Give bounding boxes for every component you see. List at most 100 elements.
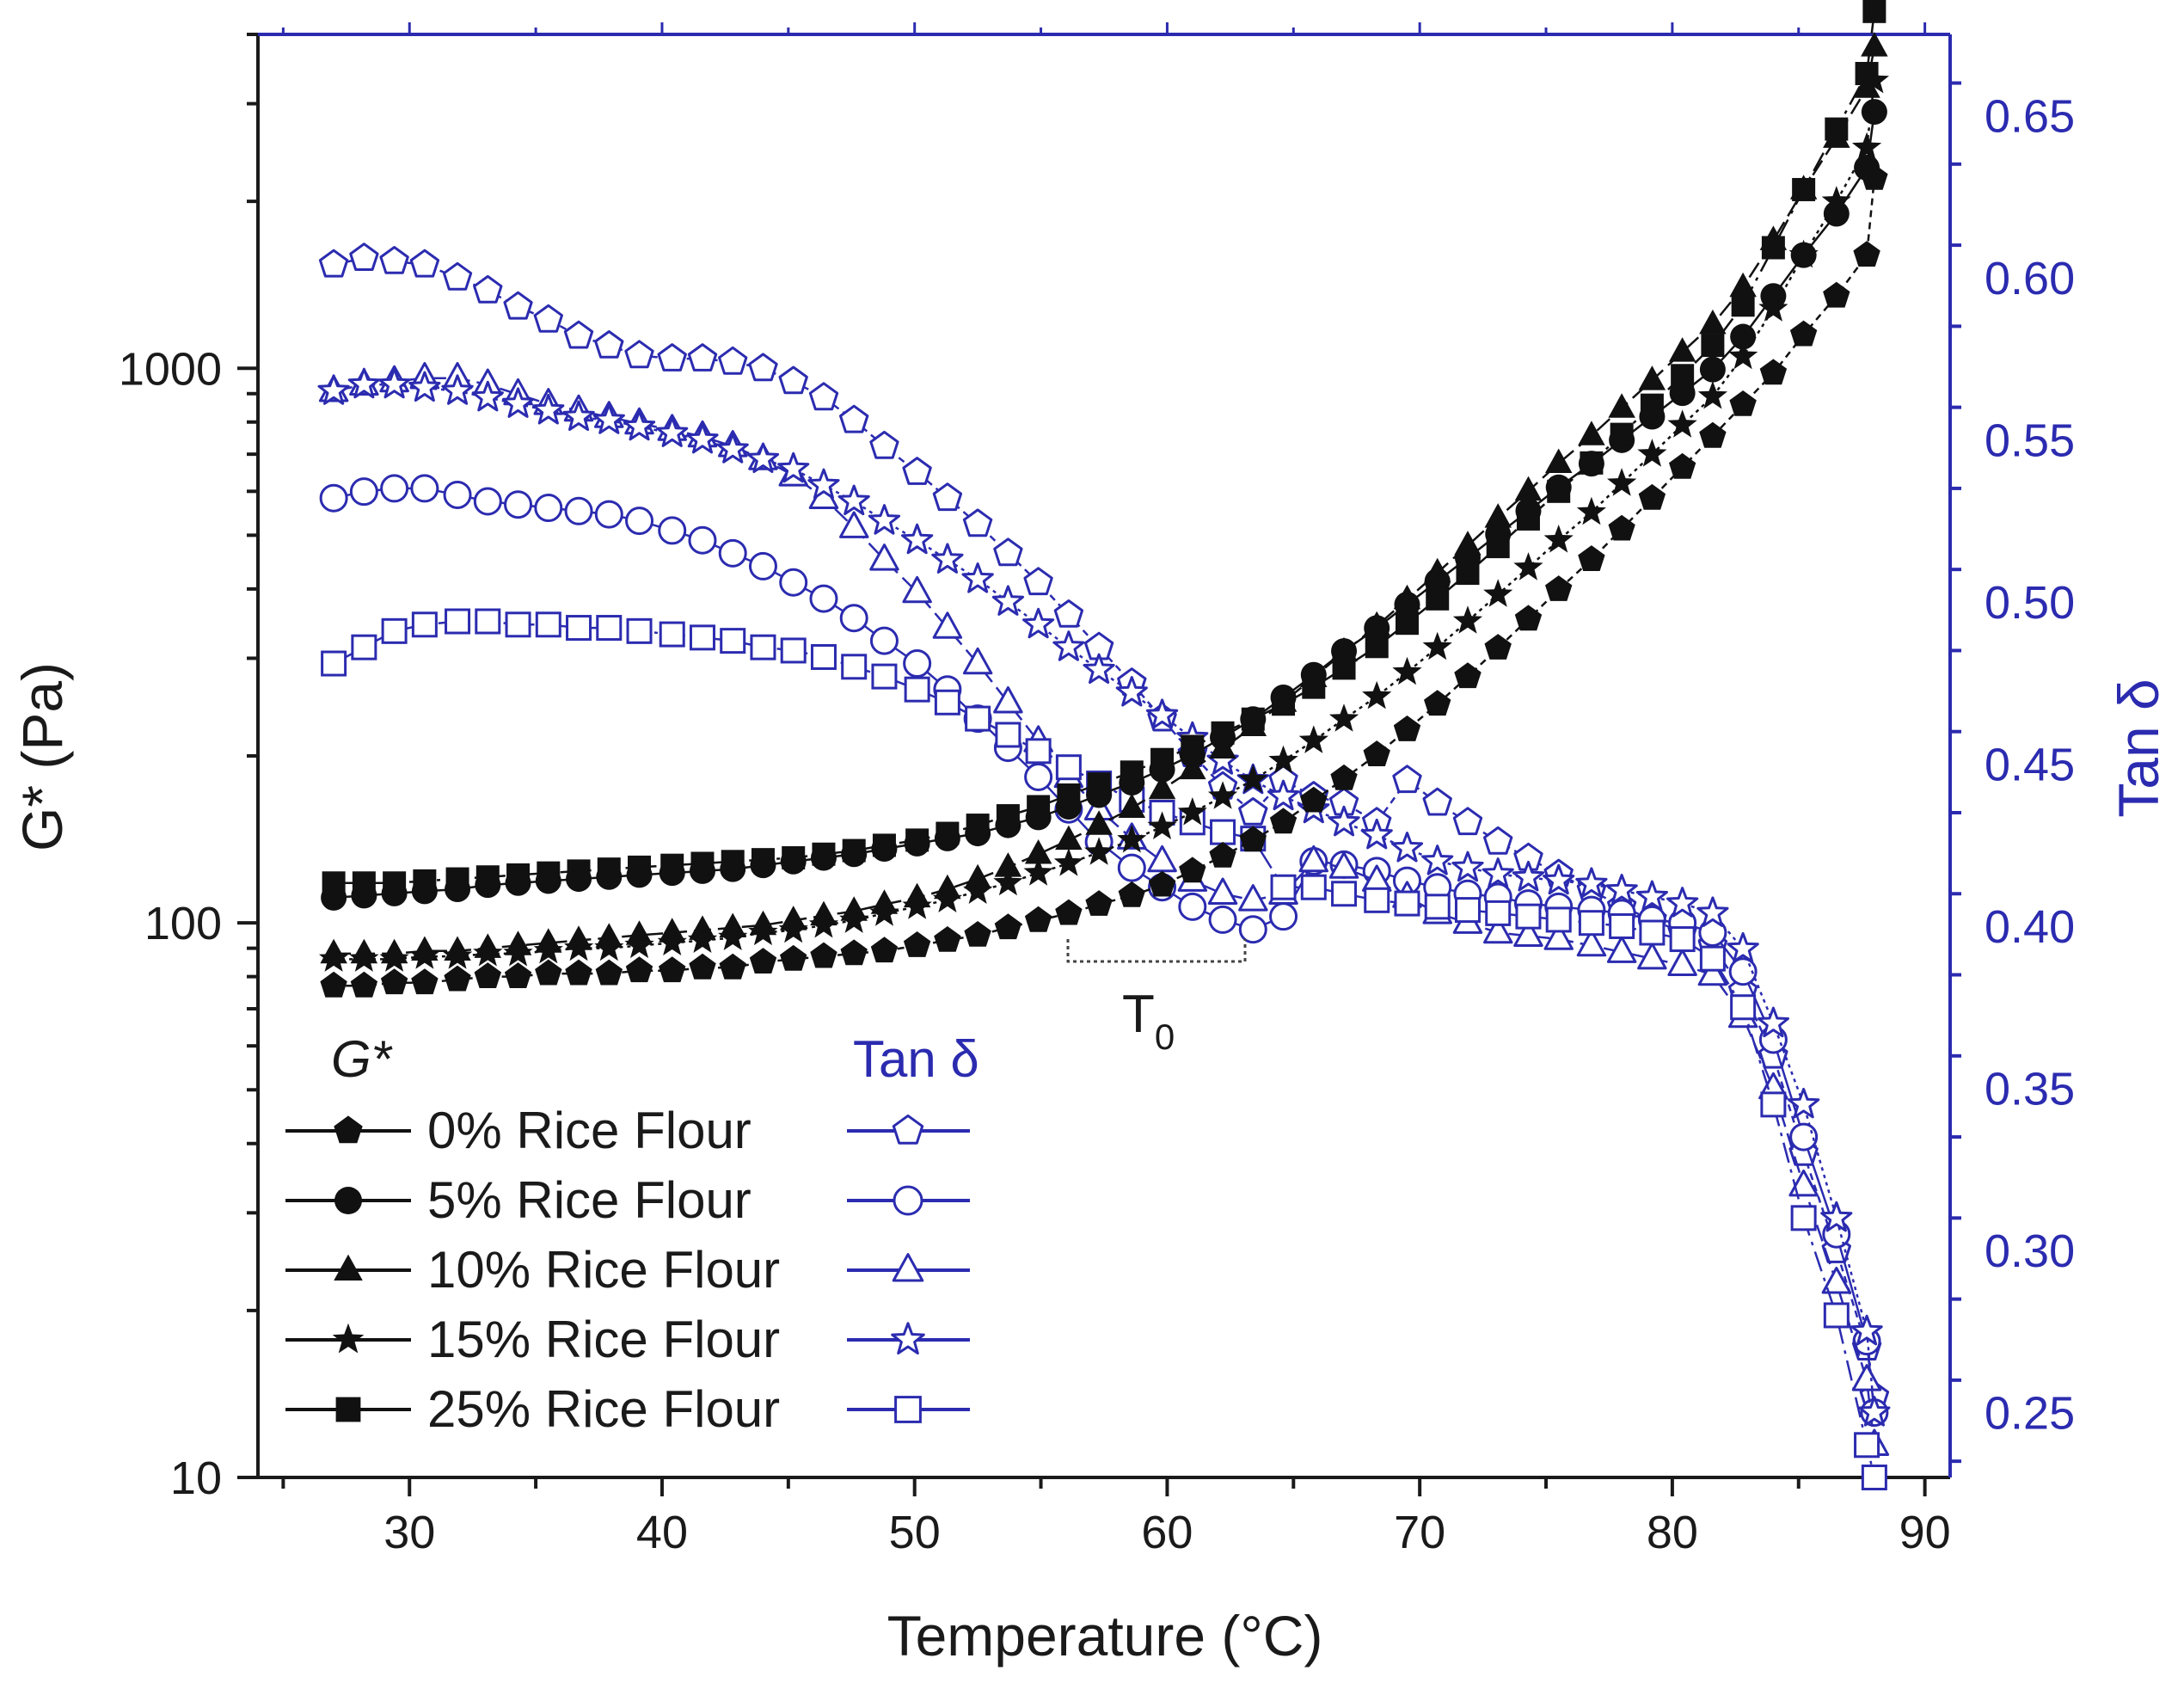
tan-point xyxy=(1422,787,1452,816)
tan-point xyxy=(1669,926,1696,953)
legend-label-10: 10% Rice Flour xyxy=(427,1241,780,1299)
g-point xyxy=(1268,745,1298,774)
tan-point xyxy=(961,562,994,593)
legend-label-5: 5% Rice Flour xyxy=(427,1171,752,1229)
g-point xyxy=(905,828,929,852)
g-point xyxy=(1150,747,1175,771)
g-point xyxy=(903,931,931,957)
g-point xyxy=(812,842,836,866)
tan-point xyxy=(657,343,687,372)
g-point xyxy=(563,932,594,961)
g-point xyxy=(1758,293,1788,322)
g-point xyxy=(1513,552,1543,580)
y-left-tick-label: 1000 xyxy=(119,343,222,395)
g-point xyxy=(1118,793,1146,818)
g-point xyxy=(1729,272,1757,298)
g-point xyxy=(1363,740,1390,766)
g-point xyxy=(320,971,347,998)
legend-label-25: 25% Rice Flour xyxy=(427,1380,780,1438)
tan-point xyxy=(658,516,687,545)
tan-point xyxy=(656,416,689,447)
tan-point xyxy=(839,511,869,538)
tan-point xyxy=(564,496,593,525)
g-point xyxy=(689,953,716,980)
tan-point xyxy=(1730,994,1757,1021)
g-point xyxy=(1392,656,1422,685)
tan-point xyxy=(1637,942,1667,970)
tan-point xyxy=(903,649,932,679)
g-point xyxy=(872,833,896,857)
tan-point xyxy=(1178,892,1207,921)
tan-point xyxy=(808,382,839,411)
tan-point xyxy=(1207,877,1238,905)
g-point xyxy=(1269,808,1298,834)
g-point xyxy=(1580,451,1604,475)
g-point xyxy=(1209,841,1236,868)
g-point xyxy=(993,867,1023,896)
g-point xyxy=(1699,309,1727,335)
g-point xyxy=(1330,636,1358,662)
g-point xyxy=(473,937,503,967)
tan-point xyxy=(1512,860,1545,892)
tan-point xyxy=(1605,874,1638,905)
tan-point xyxy=(1543,923,1574,950)
g-line-3 xyxy=(334,80,1876,961)
g-point xyxy=(1209,734,1236,759)
g-point xyxy=(1328,703,1359,732)
tan-point xyxy=(1115,676,1148,707)
g-point xyxy=(657,927,687,955)
x-axis-title: Temperature (°C) xyxy=(887,1604,1323,1668)
tan-point xyxy=(473,274,503,304)
tan-point xyxy=(1052,630,1085,661)
g-point xyxy=(659,956,686,983)
tan-point xyxy=(319,483,348,513)
tan-point xyxy=(1025,738,1052,765)
tan-point xyxy=(596,615,623,642)
tan-point xyxy=(931,543,964,574)
legend-tan-marker xyxy=(893,1185,923,1216)
legend-g-header: G* xyxy=(331,1030,393,1088)
tan-point xyxy=(932,482,963,512)
g-point xyxy=(1302,675,1326,699)
x-tick-label: 90 xyxy=(1899,1507,1951,1558)
g-point xyxy=(1300,786,1328,813)
g-point xyxy=(1861,32,1888,57)
tan-point xyxy=(688,525,717,555)
g-point xyxy=(1610,422,1634,446)
tan-point xyxy=(1483,916,1513,944)
tan-point xyxy=(687,343,718,372)
g-point xyxy=(963,875,993,904)
g-point xyxy=(808,909,839,938)
tan-point xyxy=(962,647,993,675)
tan-point xyxy=(1267,779,1300,811)
tan-point xyxy=(1575,867,1608,898)
g-point xyxy=(1053,848,1083,876)
g-line-0 xyxy=(334,178,1876,987)
g-point xyxy=(1024,906,1052,932)
tan-point xyxy=(321,650,347,677)
y-left-tick-label: 10 xyxy=(170,1453,222,1504)
g-point xyxy=(1207,781,1238,809)
tan-point xyxy=(1861,1465,1887,1490)
tan-point xyxy=(1609,912,1635,939)
g-point xyxy=(1516,507,1540,531)
g-point xyxy=(1027,795,1051,819)
tan-point xyxy=(1147,844,1177,873)
tan-point xyxy=(1269,902,1298,931)
tan-point xyxy=(1696,896,1729,927)
g-point xyxy=(1084,837,1114,865)
tan-point xyxy=(1697,958,1728,986)
tan-point xyxy=(505,611,531,638)
g-point xyxy=(1238,765,1268,793)
g-point xyxy=(932,884,962,912)
tan-point xyxy=(563,320,594,349)
legend-symbols xyxy=(285,1114,970,1423)
y-right-tick-label: 0.60 xyxy=(1985,253,2075,304)
g-point xyxy=(625,956,653,983)
tan-line-0 xyxy=(333,256,1876,1397)
y-right-tick-label: 0.35 xyxy=(1985,1064,2075,1115)
tan-point xyxy=(1513,919,1543,947)
g-point xyxy=(994,913,1022,940)
g-point xyxy=(1147,811,1177,839)
y-right-tick-label: 0.30 xyxy=(1985,1225,2075,1277)
